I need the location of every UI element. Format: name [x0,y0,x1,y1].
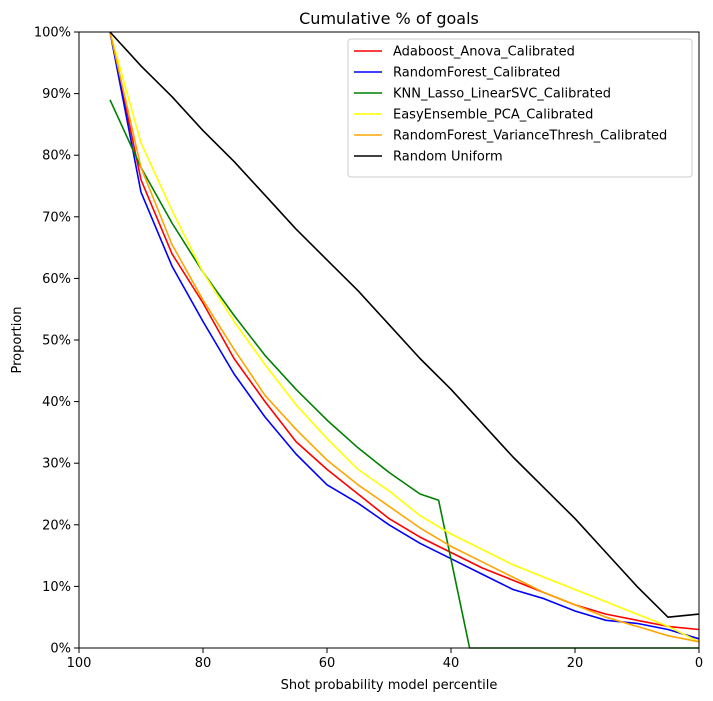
x-axis-label: Shot probability model percentile [281,678,498,693]
series-layer [109,31,700,649]
y-tick-label: 100% [34,26,71,41]
x-tick-label: 100 [67,656,92,671]
series-line-6 [109,31,700,618]
y-tick-label: 80% [42,149,71,164]
y-tick-label: 90% [42,87,71,102]
x-tick-label: 0 [695,656,703,671]
series-line-5 [109,31,700,643]
legend-label: EasyEnsemble_PCA_Calibrated [393,108,593,123]
series-line-4 [109,31,700,643]
series-line-1 [109,31,700,631]
legend-label: RandomForest_Calibrated [393,66,560,81]
y-tick-label: 0% [50,642,71,657]
legend-label: Adaboost_Anova_Calibrated [393,45,575,60]
y-tick-label: 50% [42,334,71,349]
y-tick-label: 70% [42,210,71,225]
y-tick-label: 40% [42,395,71,410]
x-tick-label: 20 [567,656,584,671]
legend-label: RandomForest_VarianceThresh_Calibrated [393,129,667,144]
legend-label: KNN_Lasso_LinearSVC_Calibrated [393,87,611,102]
x-tick-label: 80 [195,656,212,671]
y-tick-label: 10% [42,580,71,595]
legend-frame [347,38,693,178]
y-ticks: 0% 10% 20% 30% 40% 50% 60% 70% 80% 90% 100% [34,26,79,657]
series-line-2 [109,31,700,640]
y-tick-label: 20% [42,518,71,533]
x-tick-label: 60 [319,656,336,671]
series-line-3 [109,99,699,649]
legend: Adaboost_Anova_Calibrated RandomForest_Ca… [347,38,693,178]
y-tick-label: 60% [42,272,71,287]
legend-label: Random Uniform [393,150,503,165]
x-tick-label: 40 [443,656,460,671]
y-tick-label: 30% [42,457,71,472]
y-axis-label: Proportion [10,306,25,373]
chart-title: Cumulative % of goals [299,9,479,28]
x-ticks: 100 80 60 40 20 0 [67,648,703,671]
